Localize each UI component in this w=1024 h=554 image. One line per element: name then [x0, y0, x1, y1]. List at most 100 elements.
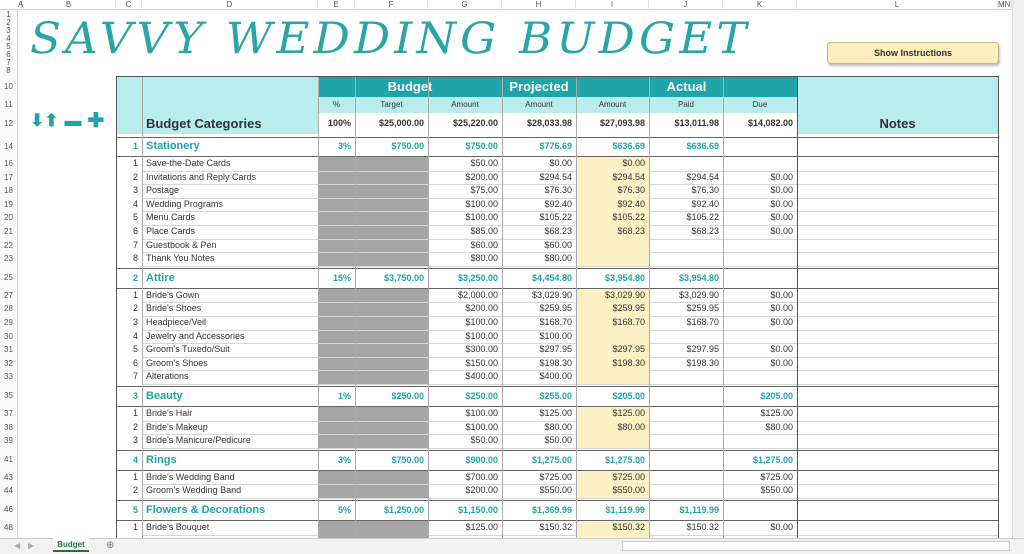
arrow-down-icon[interactable]: ⬇ — [30, 111, 45, 130]
item-name[interactable]: Bride's Wedding Band — [146, 471, 235, 482]
item-paid[interactable] — [649, 239, 723, 253]
vertical-scrollbar[interactable] — [1012, 0, 1024, 538]
item-due[interactable]: $0.00 — [770, 357, 793, 368]
column-header-k[interactable]: K — [723, 0, 797, 10]
column-header-l[interactable]: L — [797, 0, 998, 10]
item-actual[interactable]: $92.40 — [617, 198, 645, 209]
item-budget[interactable]: $50.00 — [470, 158, 498, 168]
minus-icon[interactable]: ▬ — [64, 111, 82, 130]
item-actual[interactable]: $0.00 — [622, 158, 645, 168]
item-projected[interactable]: $725.00 — [539, 471, 572, 482]
item-projected[interactable]: $105.22 — [539, 212, 572, 223]
item-paid[interactable]: $3,029.90 — [678, 289, 719, 300]
item-budget[interactable]: $100.00 — [465, 317, 498, 327]
item-paid[interactable] — [649, 370, 723, 384]
item-due[interactable] — [723, 157, 797, 171]
item-due[interactable]: $725.00 — [760, 471, 793, 482]
item-budget[interactable]: $200.00 — [465, 303, 498, 314]
row-number[interactable]: 46 — [4, 505, 13, 514]
item-budget[interactable]: $2,000.00 — [457, 289, 498, 300]
add-sheet-button[interactable]: ⊕ — [106, 540, 115, 551]
row-number[interactable]: 4 — [6, 34, 11, 43]
column-header-e[interactable]: E — [318, 0, 355, 10]
item-paid[interactable] — [649, 252, 723, 266]
item-paid[interactable] — [649, 330, 723, 344]
item-projected[interactable]: $168.70 — [539, 317, 572, 327]
item-name[interactable]: Postage — [146, 185, 180, 196]
row-number[interactable]: 39 — [4, 436, 13, 446]
item-due[interactable]: $0.00 — [770, 289, 793, 300]
item-budget[interactable]: $700.00 — [465, 471, 498, 482]
row-number[interactable]: 17 — [4, 172, 13, 182]
item-due[interactable]: $80.00 — [765, 421, 793, 432]
item-budget[interactable]: $300.00 — [465, 344, 498, 355]
item-paid[interactable]: $92.40 — [691, 198, 719, 209]
item-name[interactable]: Jewelry and Accessories — [146, 330, 245, 341]
column-header-m[interactable]: M — [998, 0, 1005, 10]
row-number[interactable]: 27 — [4, 290, 13, 300]
item-name[interactable]: Save-the-Date Cards — [146, 158, 231, 168]
row-number[interactable]: 18 — [4, 186, 13, 196]
item-paid[interactable]: $168.70 — [686, 317, 719, 327]
item-paid[interactable]: $259.95 — [686, 303, 719, 314]
item-projected[interactable]: $400.00 — [539, 371, 572, 382]
item-name[interactable]: Thank You Notes — [146, 253, 215, 264]
item-projected[interactable]: $80.00 — [544, 253, 572, 264]
item-projected[interactable]: $80.00 — [544, 421, 572, 432]
prev-sheet-icon[interactable]: ◀ — [14, 541, 21, 550]
row-number[interactable]: 28 — [4, 304, 13, 314]
item-actual[interactable]: $68.23 — [617, 226, 645, 236]
plus-icon[interactable]: ✚ — [87, 110, 105, 132]
item-paid[interactable] — [649, 434, 723, 448]
item-paid[interactable]: $76.30 — [691, 185, 719, 196]
item-actual[interactable]: $294.54 — [612, 171, 645, 182]
item-paid[interactable]: $68.23 — [691, 226, 719, 236]
item-due[interactable]: $0.00 — [770, 317, 793, 327]
row-number[interactable]: 35 — [4, 391, 13, 400]
row-number[interactable]: 8 — [6, 66, 11, 75]
row-number[interactable]: 23 — [4, 254, 13, 264]
item-due[interactable]: $0.00 — [770, 226, 793, 236]
row-number[interactable]: 16 — [4, 159, 13, 168]
row-number[interactable]: 43 — [4, 472, 13, 482]
item-projected[interactable]: $76.30 — [544, 185, 572, 196]
arrow-up-icon[interactable]: ⬆ — [44, 111, 59, 130]
row-number[interactable]: 6 — [6, 50, 11, 59]
show-instructions-button[interactable]: Show Instructions — [827, 42, 999, 64]
item-actual[interactable]: $80.00 — [617, 421, 645, 432]
row-number[interactable]: 12 — [4, 119, 13, 128]
item-projected[interactable]: $0.00 — [549, 158, 572, 168]
item-actual[interactable]: $198.30 — [612, 357, 645, 368]
row-number[interactable]: 38 — [4, 422, 13, 432]
row-number[interactable]: 1 — [6, 10, 11, 19]
item-actual[interactable]: $150.32 — [612, 522, 645, 532]
item-name[interactable]: Bride's Bouquet — [146, 522, 210, 532]
column-header-c[interactable]: C — [116, 0, 142, 10]
item-due[interactable] — [723, 370, 797, 384]
item-paid[interactable] — [649, 157, 723, 171]
item-projected[interactable]: $259.95 — [539, 303, 572, 314]
item-budget[interactable]: $80.00 — [470, 253, 498, 264]
category-name[interactable]: Flowers & Decorations — [146, 504, 266, 516]
row-number[interactable]: 21 — [4, 227, 13, 236]
item-name[interactable]: Bride's Gown — [146, 289, 200, 300]
row-number[interactable]: 33 — [4, 372, 13, 382]
item-name[interactable]: Wedding Programs — [146, 198, 223, 209]
item-due[interactable]: $0.00 — [770, 522, 793, 532]
item-projected[interactable]: $198.30 — [539, 357, 572, 368]
item-due[interactable] — [723, 239, 797, 253]
category-name[interactable]: Attire — [146, 271, 175, 284]
item-budget[interactable]: $60.00 — [470, 239, 498, 250]
row-number[interactable]: 10 — [4, 82, 13, 91]
sheet-tab-budget[interactable]: Budget — [53, 538, 89, 552]
item-due[interactable]: $0.00 — [770, 198, 793, 209]
row-number[interactable]: 44 — [4, 486, 13, 496]
row-number[interactable]: 37 — [4, 409, 13, 418]
item-due[interactable]: $0.00 — [770, 185, 793, 196]
item-name[interactable]: Groom's Shoes — [146, 357, 208, 368]
column-header-a[interactable]: A — [18, 0, 24, 10]
category-name[interactable]: Rings — [146, 453, 177, 466]
item-name[interactable]: Guestbook & Pen — [146, 239, 217, 250]
item-paid[interactable] — [649, 421, 723, 435]
row-number[interactable]: 32 — [4, 358, 13, 368]
